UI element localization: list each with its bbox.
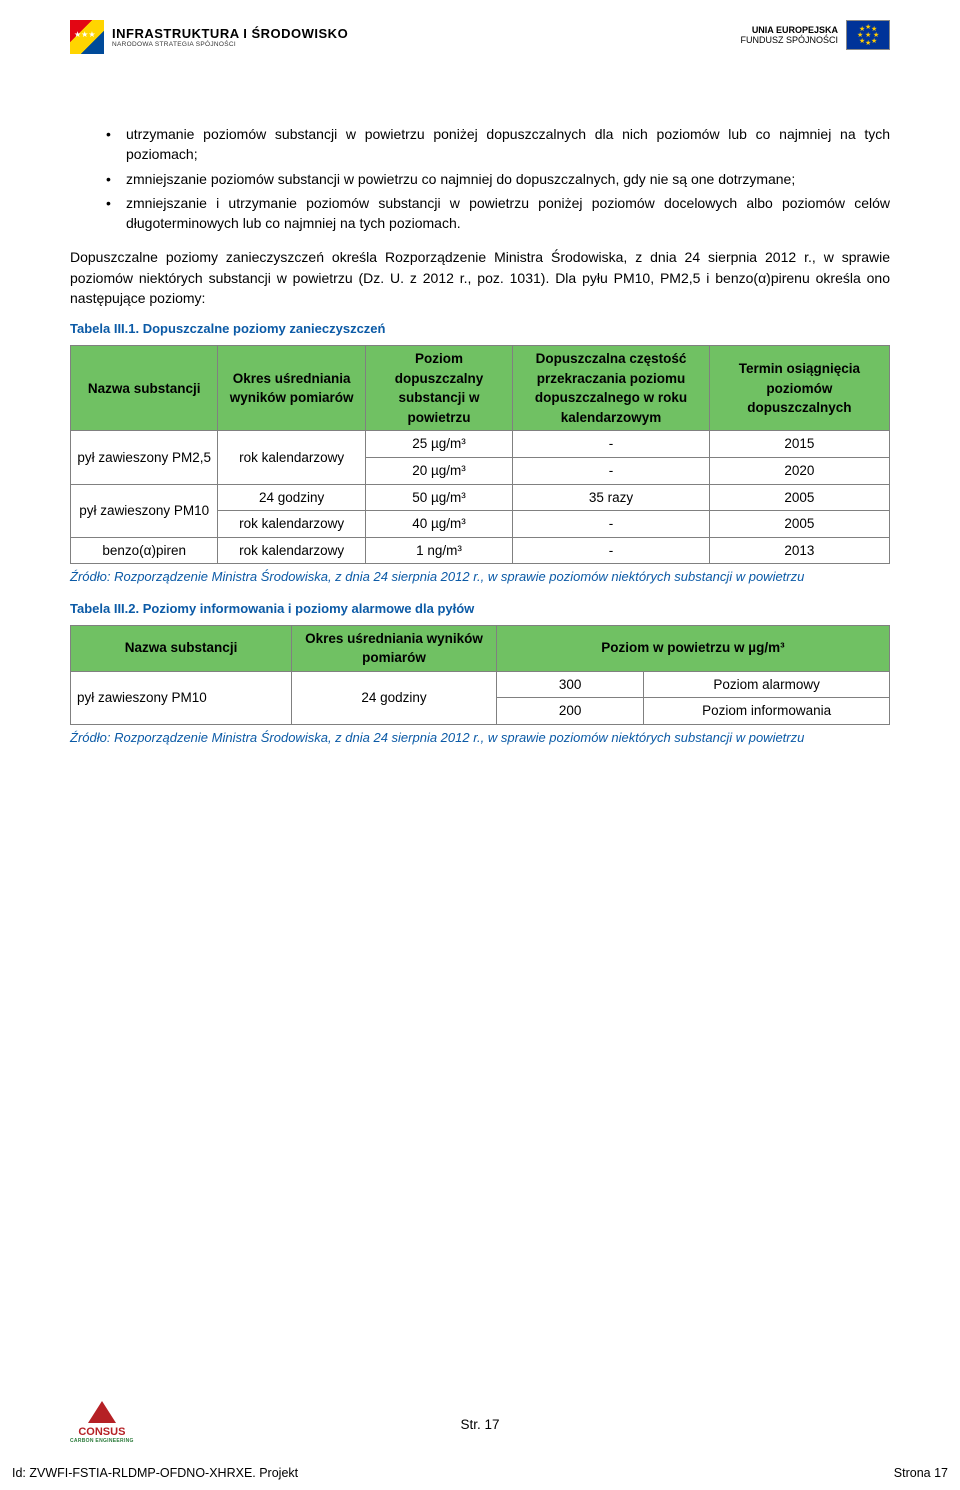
- table1-source: Źródło: Rozporządzenie Ministra Środowis…: [70, 568, 890, 586]
- t1-header: Nazwa substancji: [71, 346, 218, 431]
- doc-id-left: Id: ZVWFI-FSTIA-RLDMP-OFDNO-XHRXE. Proje…: [12, 1466, 298, 1480]
- is-title: INFRASTRUKTURA I ŚRODOWISKO: [112, 26, 348, 41]
- t1-cell: 2015: [709, 431, 889, 458]
- eu-title: UNIA EUROPEJSKA: [740, 25, 838, 35]
- t1-cell: 24 godziny: [218, 484, 365, 511]
- content-body: utrzymanie poziomów substancji w powietr…: [70, 124, 890, 746]
- infrastructure-logo-icon: [70, 20, 104, 54]
- t1-cell: -: [513, 458, 710, 485]
- t1-cell: pył zawieszony PM10: [71, 484, 218, 537]
- t1-cell: 2005: [709, 511, 889, 538]
- eu-subtitle: FUNDUSZ SPÓJNOŚCI: [740, 35, 838, 45]
- t1-cell: 2013: [709, 537, 889, 564]
- page-header: INFRASTRUKTURA I ŚRODOWISKO NARODOWA STR…: [70, 20, 890, 54]
- t1-cell: -: [513, 511, 710, 538]
- t1-cell: -: [513, 431, 710, 458]
- t1-cell: 25 µg/m³: [365, 431, 512, 458]
- t2-header: Nazwa substancji: [71, 625, 292, 671]
- t1-cell: 1 ng/m³: [365, 537, 512, 564]
- t1-cell: 2020: [709, 458, 889, 485]
- header-right-text: UNIA EUROPEJSKA FUNDUSZ SPÓJNOŚCI: [740, 25, 838, 45]
- t1-header: Termin osiągnięcia poziomów dopuszczalny…: [709, 346, 889, 431]
- t2-cell: 300: [496, 671, 643, 698]
- table1: Nazwa substancji Okres uśredniania wynik…: [70, 345, 890, 564]
- bullet-item: utrzymanie poziomów substancji w powietr…: [126, 124, 890, 165]
- t1-cell: 35 razy: [513, 484, 710, 511]
- bullet-item: zmniejszanie poziomów substancji w powie…: [126, 169, 890, 189]
- t1-cell: rok kalendarzowy: [218, 431, 365, 484]
- bullet-list: utrzymanie poziomów substancji w powietr…: [70, 124, 890, 233]
- paragraph-1: Dopuszczalne poziomy zanieczyszczeń okre…: [70, 247, 890, 308]
- t1-cell: pył zawieszony PM2,5: [71, 431, 218, 484]
- table-row: pył zawieszony PM10 24 godziny 300 Pozio…: [71, 671, 890, 698]
- header-left: INFRASTRUKTURA I ŚRODOWISKO NARODOWA STR…: [70, 20, 348, 54]
- t1-cell: -: [513, 537, 710, 564]
- t2-cell: Poziom informowania: [644, 698, 890, 725]
- t1-cell: 20 µg/m³: [365, 458, 512, 485]
- document-id-bar: Id: ZVWFI-FSTIA-RLDMP-OFDNO-XHRXE. Proje…: [12, 1466, 948, 1480]
- table2-caption: Tabela III.2. Poziomy informowania i poz…: [70, 600, 890, 619]
- t1-cell: benzo(α)piren: [71, 537, 218, 564]
- bullet-item: zmniejszanie i utrzymanie poziomów subst…: [126, 193, 890, 234]
- eu-flag-icon: [846, 20, 890, 50]
- t1-cell: 40 µg/m³: [365, 511, 512, 538]
- doc-id-right: Strona 17: [894, 1466, 948, 1480]
- header-left-text: INFRASTRUKTURA I ŚRODOWISKO NARODOWA STR…: [112, 26, 348, 48]
- t1-header: Poziom dopuszczalny substancji w powietr…: [365, 346, 512, 431]
- t2-cell: 24 godziny: [292, 671, 497, 724]
- table-row: pył zawieszony PM2,5 rok kalendarzowy 25…: [71, 431, 890, 458]
- t1-cell: rok kalendarzowy: [218, 511, 365, 538]
- table-row: benzo(α)piren rok kalendarzowy 1 ng/m³ -…: [71, 537, 890, 564]
- t1-cell: 50 µg/m³: [365, 484, 512, 511]
- t1-header: Okres uśredniania wyników pomiarów: [218, 346, 365, 431]
- table2-source: Źródło: Rozporządzenie Ministra Środowis…: [70, 729, 890, 747]
- table2: Nazwa substancji Okres uśredniania wynik…: [70, 625, 890, 725]
- t2-header: Poziom w powietrzu w µg/m³: [496, 625, 889, 671]
- t1-header: Dopuszczalna częstość przekraczania pozi…: [513, 346, 710, 431]
- header-right: UNIA EUROPEJSKA FUNDUSZ SPÓJNOŚCI: [740, 20, 890, 50]
- page-number: Str. 17: [0, 1417, 960, 1432]
- t1-cell: rok kalendarzowy: [218, 537, 365, 564]
- t2-header: Okres uśredniania wyników pomiarów: [292, 625, 497, 671]
- t2-cell: pył zawieszony PM10: [71, 671, 292, 724]
- is-subtitle: NARODOWA STRATEGIA SPÓJNOŚCI: [112, 41, 348, 48]
- t1-cell: 2005: [709, 484, 889, 511]
- t2-cell: Poziom alarmowy: [644, 671, 890, 698]
- t2-cell: 200: [496, 698, 643, 725]
- table-row: pył zawieszony PM10 24 godziny 50 µg/m³ …: [71, 484, 890, 511]
- consus-sub: CARBON ENGINEERING: [70, 1438, 134, 1444]
- table1-caption: Tabela III.1. Dopuszczalne poziomy zanie…: [70, 320, 890, 339]
